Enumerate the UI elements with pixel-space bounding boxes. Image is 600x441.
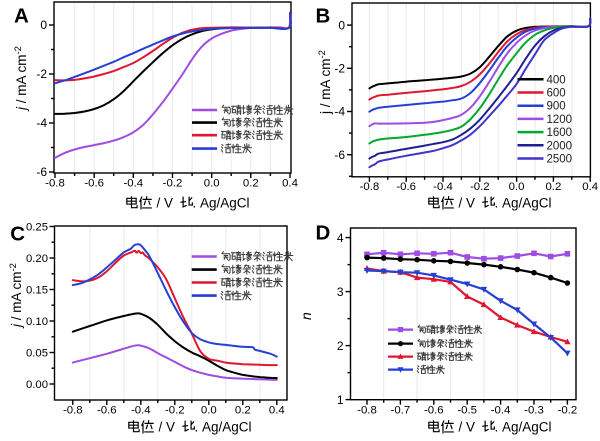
svg-text:-0.4: -0.4 xyxy=(123,177,143,189)
svg-text:.: . xyxy=(193,196,197,211)
svg-text:-0.2: -0.2 xyxy=(558,404,578,416)
svg-text:.: . xyxy=(495,196,499,211)
svg-text:/ V: / V xyxy=(459,420,476,435)
svg-text:-0.8: -0.8 xyxy=(360,181,380,193)
svg-text:-0.6: -0.6 xyxy=(396,181,416,193)
svg-text:0.4: 0.4 xyxy=(269,404,285,416)
svg-text:-0.4: -0.4 xyxy=(131,404,151,416)
svg-text:0.4: 0.4 xyxy=(582,181,598,193)
svg-text:1: 1 xyxy=(337,393,344,407)
svg-text:Ag/AgCl: Ag/AgCl xyxy=(502,420,552,435)
svg-text:j / mA cm-2: j / mA cm-2 xyxy=(13,46,29,112)
svg-text:0.2: 0.2 xyxy=(235,404,251,416)
svg-text:0.0: 0.0 xyxy=(204,177,220,189)
svg-text:D: D xyxy=(316,222,331,245)
svg-text:j / mA cm-2: j / mA cm-2 xyxy=(317,50,333,115)
svg-text:-0.6: -0.6 xyxy=(424,404,444,416)
svg-text:0.0: 0.0 xyxy=(201,404,217,416)
svg-text:-4: -4 xyxy=(334,105,345,119)
svg-text:2000: 2000 xyxy=(547,140,573,152)
svg-text:-0.6: -0.6 xyxy=(84,177,104,189)
svg-text:1600: 1600 xyxy=(547,127,573,139)
svg-text:-6: -6 xyxy=(36,165,47,179)
svg-text:/ V: / V xyxy=(459,196,476,211)
svg-text:3: 3 xyxy=(337,285,344,299)
svg-text:600: 600 xyxy=(547,88,566,100)
svg-text:0: 0 xyxy=(338,18,345,32)
svg-text:-0.4: -0.4 xyxy=(491,404,511,416)
svg-text:-6: -6 xyxy=(334,148,345,162)
svg-text:n: n xyxy=(298,312,314,320)
svg-text:2500: 2500 xyxy=(547,154,573,166)
svg-text:0.20: 0.20 xyxy=(26,253,48,265)
svg-text:C: C xyxy=(10,223,25,246)
svg-text:-0.7: -0.7 xyxy=(391,404,411,416)
svg-text:-0.2: -0.2 xyxy=(165,404,185,416)
svg-text:Ag/AgCl: Ag/AgCl xyxy=(202,420,252,435)
svg-text:-0.2: -0.2 xyxy=(470,181,490,193)
svg-text:/ V: / V xyxy=(159,420,176,435)
svg-text:0.00: 0.00 xyxy=(26,379,48,391)
svg-text:2: 2 xyxy=(337,339,344,353)
svg-text:0.2: 0.2 xyxy=(243,177,259,189)
svg-text:0.4: 0.4 xyxy=(282,177,298,189)
svg-text:-0.3: -0.3 xyxy=(524,404,544,416)
svg-text:-0.5: -0.5 xyxy=(457,404,477,416)
svg-text:j / mA cm-2: j / mA cm-2 xyxy=(8,263,24,329)
svg-text:-0.8: -0.8 xyxy=(63,404,83,416)
svg-text:-2: -2 xyxy=(334,62,345,76)
svg-text:0: 0 xyxy=(40,18,47,32)
svg-text:-0.6: -0.6 xyxy=(97,404,117,416)
svg-text:1200: 1200 xyxy=(547,114,573,126)
svg-text:900: 900 xyxy=(547,101,566,113)
svg-text:0.15: 0.15 xyxy=(26,285,48,297)
svg-text:-0.8: -0.8 xyxy=(45,177,65,189)
svg-text:.: . xyxy=(195,420,199,435)
svg-text:B: B xyxy=(316,5,331,28)
svg-text:0.10: 0.10 xyxy=(26,316,48,328)
svg-text:0.0: 0.0 xyxy=(509,181,525,193)
svg-text:0.25: 0.25 xyxy=(26,222,48,234)
svg-text:Ag/AgCl: Ag/AgCl xyxy=(200,196,250,211)
svg-text:-2: -2 xyxy=(36,67,47,81)
svg-text:-0.2: -0.2 xyxy=(163,177,183,189)
svg-text:Ag/AgCl: Ag/AgCl xyxy=(502,196,552,211)
svg-text:0.2: 0.2 xyxy=(545,181,561,193)
svg-text:A: A xyxy=(14,5,29,28)
svg-text:4: 4 xyxy=(337,231,344,245)
svg-text:-4: -4 xyxy=(36,116,47,130)
svg-text:400: 400 xyxy=(547,74,566,86)
svg-text:0.05: 0.05 xyxy=(26,348,48,360)
svg-text:-0.8: -0.8 xyxy=(357,404,377,416)
svg-text:.: . xyxy=(495,420,499,435)
svg-text:/ V: / V xyxy=(157,196,174,211)
svg-text:-0.4: -0.4 xyxy=(433,181,453,193)
